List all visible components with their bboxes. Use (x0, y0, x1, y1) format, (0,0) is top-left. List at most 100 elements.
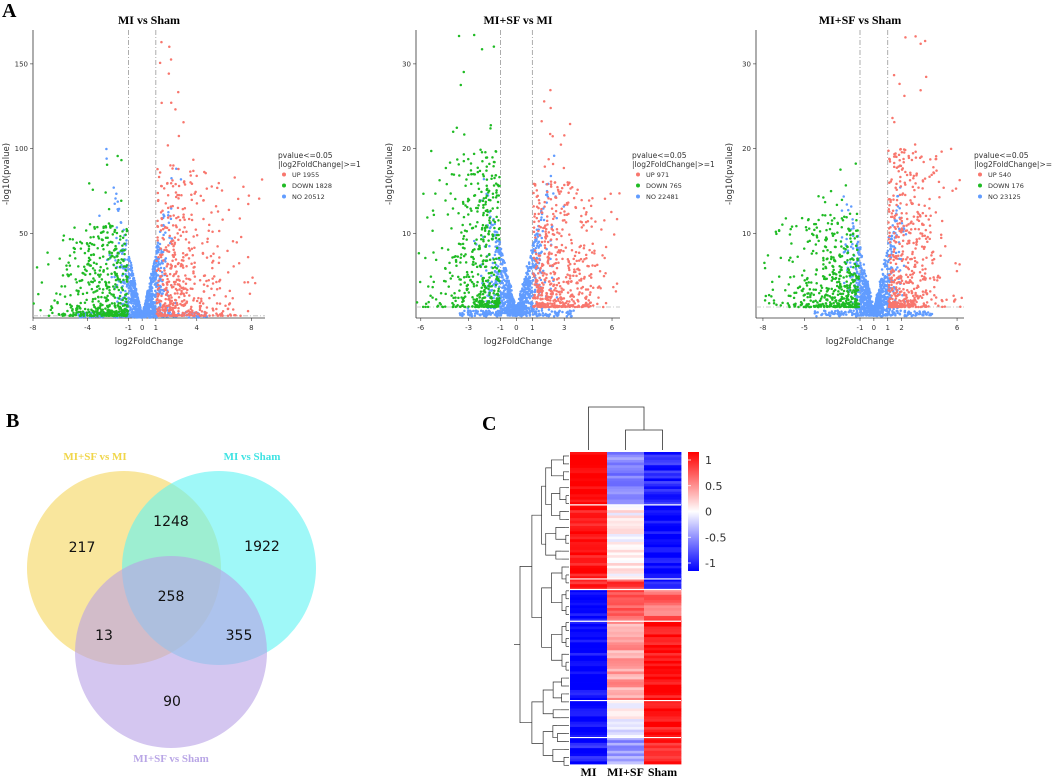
point-up-regulated (166, 216, 170, 219)
point-not-significant (152, 274, 155, 277)
point-up-regulated (553, 303, 556, 307)
point-up-regulated (187, 217, 191, 221)
point-up-regulated (173, 241, 177, 245)
point-up-regulated (178, 288, 181, 291)
point-not-significant (530, 289, 534, 293)
point-not-significant (507, 294, 510, 298)
point-down-regulated (101, 243, 105, 247)
point-not-significant (143, 310, 146, 314)
point-down-regulated (473, 194, 477, 197)
point-down-regulated (454, 299, 457, 303)
point-down-regulated (67, 261, 70, 264)
point-up-regulated (218, 278, 222, 282)
chart-title: MI vs Sham (118, 13, 180, 27)
point-not-significant (535, 307, 538, 311)
point-up-regulated (155, 259, 158, 263)
point-up-regulated (247, 202, 250, 206)
point-up-regulated (551, 135, 554, 138)
point-up-regulated (546, 295, 549, 299)
point-not-significant (536, 242, 539, 245)
point-up-regulated (593, 252, 596, 255)
point-down-regulated (491, 266, 495, 270)
point-up-regulated (173, 236, 177, 239)
point-not-significant (154, 295, 157, 299)
x-tick-label: -6 (417, 324, 425, 332)
point-not-significant (488, 244, 491, 248)
point-down-regulated (477, 247, 480, 251)
point-down-regulated (478, 304, 482, 308)
point-not-significant (125, 239, 128, 242)
point-down-regulated (421, 305, 425, 309)
point-down-regulated (116, 260, 119, 264)
point-not-significant (470, 312, 473, 316)
y-tick-label: 10 (742, 230, 751, 238)
point-not-significant (495, 239, 499, 243)
point-down-regulated (451, 301, 454, 305)
point-not-significant (155, 272, 158, 276)
point-up-regulated (540, 240, 544, 244)
point-up-regulated (175, 313, 179, 317)
point-up-regulated (191, 309, 194, 312)
point-up-regulated (162, 305, 166, 308)
point-up-regulated (212, 252, 215, 255)
point-up-regulated (557, 299, 560, 302)
point-up-regulated (582, 206, 586, 210)
point-down-regulated (480, 228, 484, 231)
point-not-significant (861, 297, 864, 301)
point-not-significant (147, 309, 151, 313)
point-up-regulated (226, 249, 229, 253)
point-up-regulated (553, 301, 556, 305)
point-down-regulated (113, 304, 117, 308)
point-down-regulated (431, 209, 435, 212)
point-down-regulated (119, 261, 122, 265)
x-tick-label: 6 (955, 324, 960, 332)
point-not-significant (128, 297, 131, 301)
point-down-regulated (90, 287, 94, 291)
point-up-regulated (551, 232, 555, 236)
point-up-regulated (182, 280, 185, 283)
point-down-regulated (65, 268, 69, 271)
point-up-regulated (568, 277, 572, 280)
point-down-regulated (486, 279, 490, 282)
point-up-regulated (537, 219, 541, 223)
point-up-regulated (162, 187, 166, 190)
point-not-significant (880, 268, 884, 271)
point-not-significant (503, 302, 506, 306)
point-not-significant (508, 301, 511, 305)
point-down-regulated (451, 305, 455, 309)
point-up-regulated (599, 286, 602, 290)
point-not-significant (500, 279, 504, 283)
point-up-regulated (198, 308, 202, 312)
point-not-significant (543, 281, 547, 284)
point-up-regulated (545, 276, 548, 280)
point-up-regulated (188, 278, 192, 281)
point-down-regulated (116, 154, 119, 158)
point-not-significant (149, 316, 152, 319)
point-not-significant (849, 205, 853, 208)
point-down-regulated (68, 264, 72, 267)
point-up-regulated (180, 286, 183, 290)
point-not-significant (519, 299, 522, 302)
point-down-regulated (469, 162, 473, 165)
point-not-significant (549, 174, 553, 178)
point-up-regulated (555, 278, 559, 281)
point-up-regulated (593, 264, 597, 268)
point-down-regulated (94, 310, 97, 313)
point-not-significant (482, 177, 486, 181)
point-down-regulated (101, 288, 105, 291)
point-down-regulated (75, 241, 78, 245)
point-up-regulated (537, 224, 541, 228)
point-up-regulated (160, 294, 163, 298)
point-down-regulated (453, 255, 456, 259)
point-not-significant (151, 268, 155, 271)
point-not-significant (851, 234, 855, 238)
point-down-regulated (498, 301, 501, 304)
point-down-regulated (467, 291, 471, 294)
point-up-regulated (568, 233, 571, 236)
point-up-regulated (609, 192, 612, 195)
point-up-regulated (228, 302, 232, 305)
point-down-regulated (487, 239, 490, 242)
point-up-regulated (237, 261, 241, 265)
point-up-regulated (187, 257, 191, 260)
